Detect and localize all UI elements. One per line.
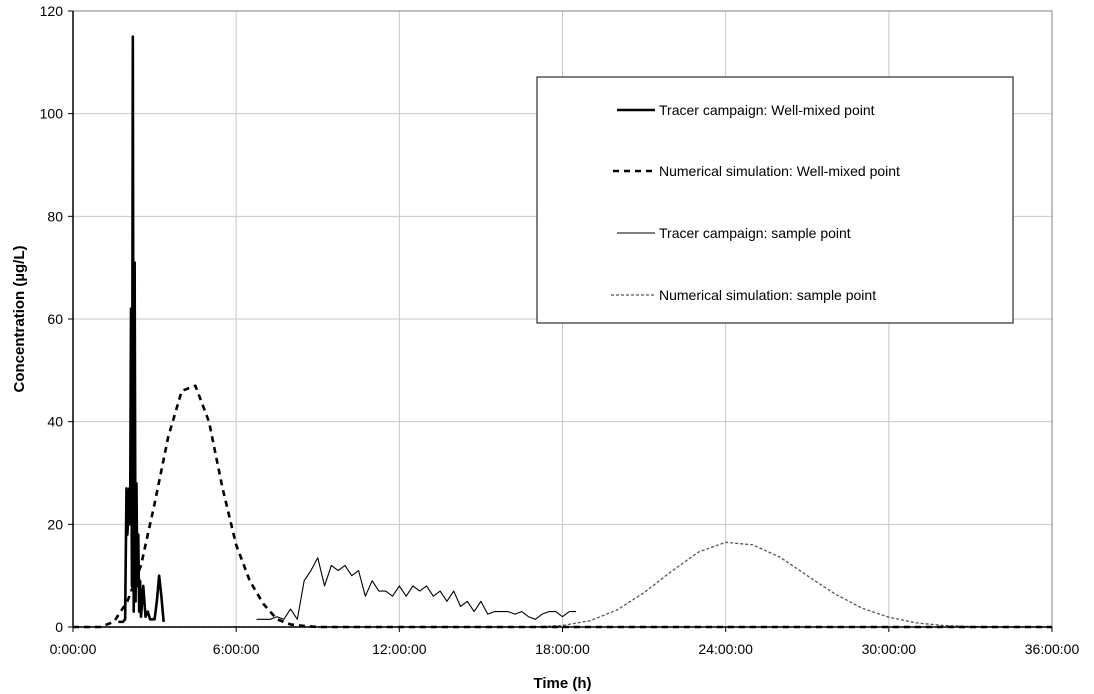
y-tick-label: 100 <box>40 106 64 122</box>
series-line-4 <box>73 541 1052 628</box>
legend-box <box>536 76 1014 324</box>
x-axis-ticks: 0:00:00 6:00:00 12:00:00 18:00:00 24:00:00 30… <box>50 627 1080 657</box>
y-tick-label: 120 <box>40 3 64 19</box>
legend-label: Numerical simulation: Well-mixed point <box>659 163 900 179</box>
series-line-1 <box>118 35 165 624</box>
y-tick-label: 20 <box>47 516 63 532</box>
x-axis-title: Time (h) <box>533 675 591 692</box>
y-tick-label: 0 <box>55 619 63 635</box>
legend-label: Tracer campaign: sample point <box>659 225 851 241</box>
y-tick-label: 60 <box>47 311 63 327</box>
series-layer <box>73 35 1052 629</box>
legend: Tracer campaign: Well-mixed point Numeric… <box>536 76 1014 324</box>
y-tick-label: 80 <box>47 208 63 224</box>
y-axis-title: Concentration (µg/L) <box>11 246 28 393</box>
x-tick-label: 24:00:00 <box>698 641 753 657</box>
y-axis-ticks: 0 20 40 60 80 100 120 <box>40 3 73 635</box>
x-tick-label: 0:00:00 <box>50 641 97 657</box>
x-tick-label: 36:00:00 <box>1025 641 1080 657</box>
legend-label: Numerical simulation: sample point <box>659 287 876 303</box>
x-tick-label: 30:00:00 <box>862 641 917 657</box>
series-line-3 <box>256 557 577 620</box>
legend-label: Tracer campaign: Well-mixed point <box>659 102 875 118</box>
x-tick-label: 12:00:00 <box>372 641 427 657</box>
y-tick-label: 40 <box>47 414 63 430</box>
x-tick-label: 18:00:00 <box>535 641 590 657</box>
x-tick-label: 6:00:00 <box>213 641 260 657</box>
